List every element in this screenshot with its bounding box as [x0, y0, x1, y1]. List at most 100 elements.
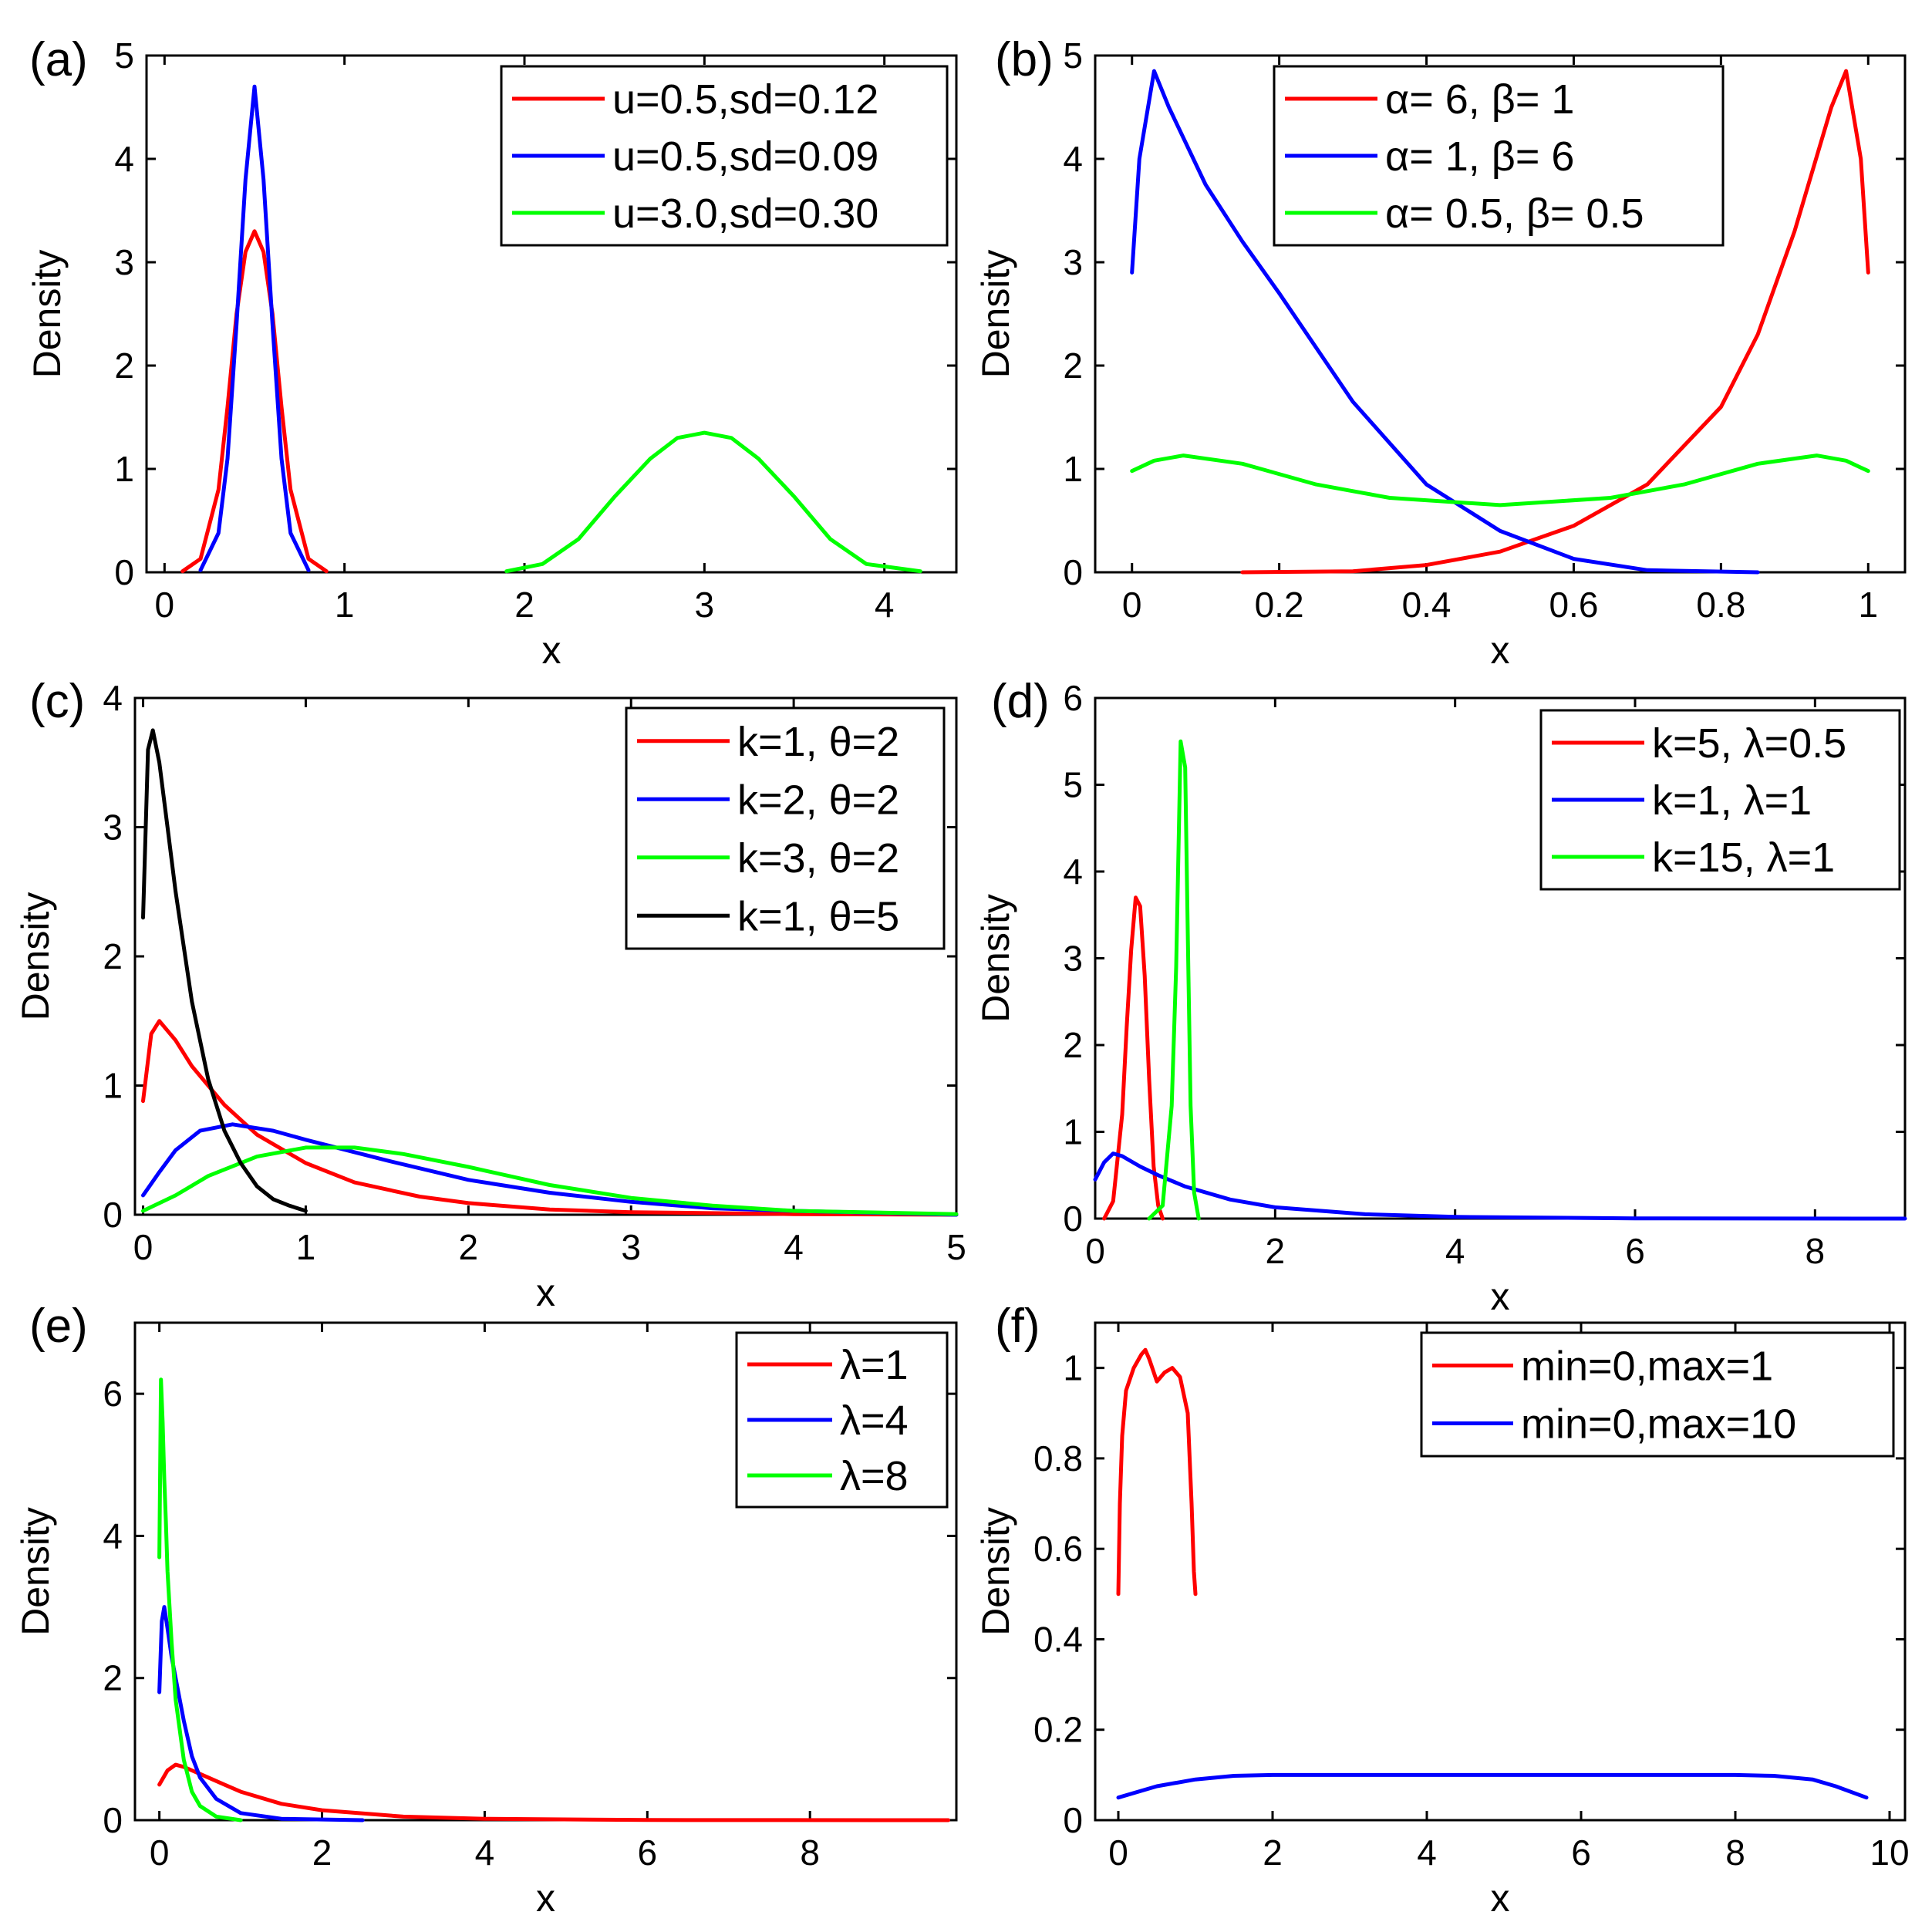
- legend-entry: λ=8: [840, 1453, 909, 1499]
- y-tick-label: 1: [114, 449, 134, 489]
- y-tick-label: 1: [103, 1066, 123, 1106]
- y-tick-label: 0: [1063, 1800, 1083, 1840]
- y-tick-label: 2: [114, 346, 134, 386]
- x-tick-label: 6: [638, 1833, 658, 1873]
- x-tick-label: 4: [784, 1227, 804, 1267]
- x-tick-label: 0: [1122, 585, 1142, 625]
- x-tick-label: 3: [695, 585, 715, 625]
- y-tick-label: 4: [103, 1516, 123, 1556]
- x-axis-label: x: [1491, 1275, 1510, 1318]
- series-line-green: [141, 1145, 959, 1216]
- x-tick-label: 0.8: [1696, 585, 1745, 625]
- series-line-blue: [157, 1605, 365, 1822]
- legend-entry: k=1, θ=5: [737, 893, 899, 939]
- x-tick-label: 4: [1445, 1231, 1465, 1271]
- series-line-blue: [1093, 1151, 1907, 1221]
- x-tick-label: 10: [1870, 1833, 1909, 1873]
- y-tick-label: 3: [1063, 939, 1083, 979]
- y-tick-label: 0.6: [1033, 1529, 1083, 1569]
- legend-entry: α= 0.5, β= 0.5: [1385, 191, 1644, 237]
- y-axis-label: Density: [14, 892, 57, 1021]
- y-axis-label: Density: [25, 250, 69, 379]
- x-tick-label: 4: [875, 585, 895, 625]
- y-axis-label: Density: [974, 250, 1017, 379]
- x-tick-label: 2: [514, 585, 534, 625]
- y-tick-label: 0: [1063, 1199, 1083, 1239]
- y-tick-label: 1: [1063, 1112, 1083, 1152]
- x-tick-label: 6: [1571, 1833, 1591, 1873]
- x-tick-label: 4: [475, 1833, 495, 1873]
- panel-b: (b) 0 0.2 0.4 0.6 0.8 1 0 1 2 3 4 5 x Density α= 6, β= …: [974, 33, 1907, 672]
- series-line-green: [157, 1377, 243, 1822]
- legend: λ=1 λ=4 λ=8: [735, 1331, 949, 1509]
- y-axis-label: Density: [974, 1507, 1017, 1636]
- x-tick-label: 2: [459, 1227, 479, 1267]
- panel-a: (a)0 1 2 3 4012345xDensityu=0.5,sd=0.12u=0.5…: [25, 33, 958, 672]
- legend-box: [625, 706, 946, 950]
- panel-label: (f): [995, 1300, 1040, 1353]
- x-tick-label: 1: [1858, 585, 1878, 625]
- y-tick-label: 4: [1063, 851, 1083, 892]
- y-axis-label: Density: [974, 894, 1017, 1023]
- series-line-red: [1102, 895, 1165, 1221]
- series-line-green: [504, 430, 922, 574]
- legend-entry: k=5, λ=0.5: [1652, 720, 1846, 767]
- y-tick-label: 2: [1063, 346, 1083, 386]
- y-tick-label: 1: [1063, 449, 1083, 489]
- legend: min=0,max=1 min=0,max=10: [1420, 1331, 1895, 1458]
- legend-entry: k=1, θ=2: [737, 719, 899, 765]
- x-tick-label: 0.4: [1402, 585, 1452, 625]
- x-tick-label: 8: [1725, 1833, 1745, 1873]
- series-line-black: [141, 728, 308, 1213]
- y-tick-label: 1: [1063, 1348, 1083, 1388]
- legend-entry: min=0,max=10: [1521, 1401, 1796, 1448]
- y-tick-label: 0: [103, 1800, 123, 1840]
- y-tick-label: 2: [103, 936, 123, 976]
- y-tick-label: 6: [1063, 678, 1083, 718]
- y-tick-label: 0.2: [1033, 1710, 1083, 1750]
- x-tick-label: 1: [335, 585, 355, 625]
- legend-entry: min=0,max=1: [1521, 1344, 1773, 1390]
- legend: k=1, θ=2 k=2, θ=2 k=3, θ=2 k=1, θ=5: [625, 706, 946, 950]
- legend-entry: λ=1: [840, 1342, 909, 1388]
- panel-f: (f) 0 2 4 6 8 10 0 0.2 0.4 0.6 0.8 1 x Density min=0,ma…: [974, 1300, 1910, 1920]
- x-tick-label: 0: [155, 585, 175, 625]
- x-tick-label: 0.6: [1549, 585, 1598, 625]
- legend-entry: k=15, λ=1: [1652, 835, 1835, 881]
- legend-entry: u=3.0,sd=0.30: [612, 191, 878, 237]
- legend: α= 6, β= 1 α= 1, β= 6 α= 0.5, β= 0.5: [1273, 65, 1725, 247]
- y-tick-label: 5: [1063, 765, 1083, 805]
- y-tick-label: 3: [1063, 242, 1083, 282]
- x-axis-label: x: [542, 629, 561, 672]
- x-axis-label: x: [1491, 1876, 1510, 1920]
- series-line-red: [157, 1762, 950, 1822]
- legend-entry: α= 1, β= 6: [1385, 133, 1574, 180]
- x-tick-label: 2: [1266, 1231, 1286, 1271]
- series-line-blue: [1116, 1772, 1869, 1800]
- y-tick-label: 4: [1063, 139, 1083, 179]
- legend-entry: k=1, λ=1: [1652, 777, 1812, 824]
- panel-label: (b): [995, 33, 1054, 86]
- x-tick-label: 0: [133, 1227, 153, 1267]
- x-tick-label: 8: [800, 1833, 820, 1873]
- x-tick-label: 2: [1263, 1833, 1283, 1873]
- legend-entry: k=3, θ=2: [737, 835, 899, 882]
- x-tick-label: 4: [1417, 1833, 1437, 1873]
- legend-entry: u=0.5,sd=0.12: [612, 76, 878, 123]
- legend-entry: α= 6, β= 1: [1385, 76, 1574, 123]
- series-line-red: [1116, 1347, 1198, 1597]
- y-tick-label: 0: [114, 552, 134, 592]
- y-tick-label: 0: [103, 1195, 123, 1235]
- y-tick-label: 4: [114, 139, 134, 179]
- x-tick-label: 2: [312, 1833, 332, 1873]
- y-tick-label: 3: [103, 808, 123, 848]
- y-tick-label: 0: [1063, 552, 1083, 592]
- x-axis-label: x: [1491, 629, 1510, 672]
- y-tick-label: 2: [1063, 1025, 1083, 1065]
- y-axis-label: Density: [14, 1507, 57, 1636]
- x-tick-label: 0.2: [1255, 585, 1304, 625]
- y-tick-label: 0.4: [1033, 1619, 1083, 1659]
- series-line-red: [141, 1019, 959, 1217]
- series-line-blue: [198, 84, 311, 572]
